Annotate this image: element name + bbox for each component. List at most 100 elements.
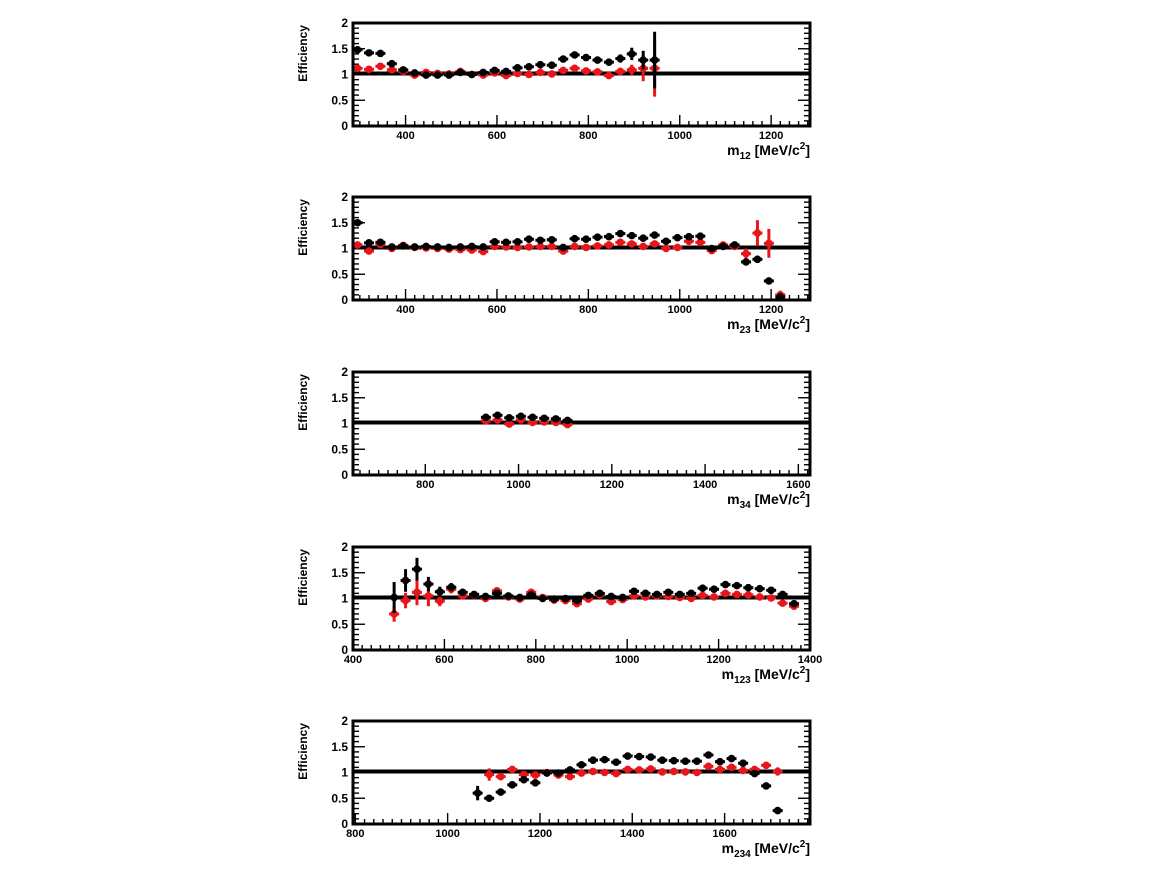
y-tick-label: 2: [341, 540, 348, 554]
data-point: [670, 767, 678, 776]
chart-panel-5: 800 1000 1200 1400 160000.511.52Efficiencym2…: [296, 714, 812, 860]
data-point: [681, 757, 690, 765]
data-point: [376, 238, 385, 247]
data-point: [540, 414, 548, 423]
x-axis-label-part: 2: [800, 141, 806, 152]
x-tick-label: 1200: [528, 828, 552, 840]
data-point: [605, 232, 613, 241]
data-point: [513, 238, 522, 246]
series-black: [480, 411, 573, 425]
x-axis-label-part: ]: [805, 491, 810, 507]
x-tick-label: 400: [396, 130, 414, 142]
x-tick-label: 1200: [706, 654, 730, 666]
data-point: [650, 231, 659, 239]
data-point: [641, 589, 650, 598]
x-axis-label-part: [MeV/c: [751, 840, 800, 856]
x-tick-label: 800: [527, 654, 545, 666]
data-point: [646, 765, 655, 773]
y-tick-label: 0: [341, 119, 348, 133]
series-black: [352, 218, 786, 301]
chart-panel-1: 400 600 800 1000 1200 0 0.5 1 1.5 2 Efficiency m12 …: [296, 16, 812, 162]
data-point: [670, 756, 678, 765]
data-point: [762, 761, 770, 770]
data-point: [513, 69, 522, 78]
x-axis-label-part: 234: [734, 849, 751, 860]
data-point: [468, 242, 476, 251]
data-point: [673, 233, 682, 242]
data-point: [485, 794, 493, 803]
data-point: [479, 243, 488, 251]
series-black: [352, 31, 660, 89]
x-axis-label: m123 [MeV/c2]: [722, 665, 810, 686]
x-tick-label: 400: [344, 654, 362, 666]
data-point: [570, 64, 579, 73]
x-axis-label: m12 [MeV/c2]: [727, 141, 810, 162]
x-tick-label: 600: [488, 304, 506, 316]
data-point: [388, 243, 396, 251]
x-axis-label-part: 2: [800, 839, 806, 850]
plot-frame: [351, 21, 812, 128]
data-point: [650, 56, 659, 64]
data-point: [730, 241, 739, 249]
x-tick-label: 600: [488, 130, 506, 142]
data-point: [765, 277, 773, 285]
data-point: [662, 244, 670, 253]
data-point: [675, 590, 684, 599]
data-point: [762, 782, 770, 790]
data-point: [607, 592, 616, 601]
data-point: [605, 58, 613, 66]
x-axis-label: m23 [MeV/c2]: [727, 315, 810, 336]
y-tick-label: 2: [341, 16, 348, 30]
data-point: [422, 242, 430, 251]
data-point: [612, 769, 620, 778]
data-point: [481, 592, 490, 601]
y-axis-label: Efficiency: [296, 549, 310, 606]
plot-frame: [351, 370, 812, 477]
x-axis-label-part: m: [727, 142, 739, 158]
data-point: [485, 770, 493, 779]
data-point: [516, 593, 524, 602]
data-point: [388, 66, 396, 74]
data-point: [577, 769, 586, 777]
data-point: [554, 769, 563, 777]
data-point: [696, 232, 705, 240]
data-point: [742, 249, 750, 258]
data-point: [458, 588, 467, 597]
data-point: [365, 239, 373, 247]
x-tick-label: 1600: [786, 479, 810, 491]
data-point: [600, 768, 609, 777]
y-tick-label: 1: [341, 592, 348, 606]
y-axis-label: Efficiency: [296, 723, 310, 780]
data-point: [716, 765, 724, 774]
data-point: [566, 772, 574, 781]
data-point: [635, 752, 644, 761]
data-point: [721, 580, 730, 589]
y-tick-label: 2: [341, 365, 348, 379]
y-tick-label: 0: [341, 643, 348, 657]
data-point: [570, 234, 579, 243]
data-point: [547, 242, 556, 251]
data-point: [639, 56, 647, 64]
data-point: [773, 767, 782, 776]
data-point: [693, 768, 701, 777]
data-point: [559, 243, 568, 252]
x-tick-label: 1000: [506, 479, 530, 491]
x-tick-label: 600: [435, 654, 453, 666]
x-axis-label-part: 12: [740, 151, 752, 162]
chart-panel-2: 400 600 800 1000 1200 0 0.5 1 1.5 2 Efficiency m23 …: [296, 190, 812, 336]
data-point: [505, 420, 514, 428]
data-point: [479, 68, 488, 77]
plot-frame: [351, 545, 812, 652]
data-point: [413, 565, 421, 573]
data-point: [696, 238, 705, 247]
data-point: [593, 242, 602, 250]
data-point: [508, 781, 517, 789]
x-tick-label: 1200: [600, 479, 624, 491]
y-tick-label: 1.5: [331, 216, 348, 230]
x-tick-label: 800: [416, 479, 434, 491]
x-tick-label: 1000: [615, 654, 639, 666]
data-point: [593, 233, 602, 241]
data-point: [755, 593, 764, 601]
plot-frame: [351, 195, 812, 302]
